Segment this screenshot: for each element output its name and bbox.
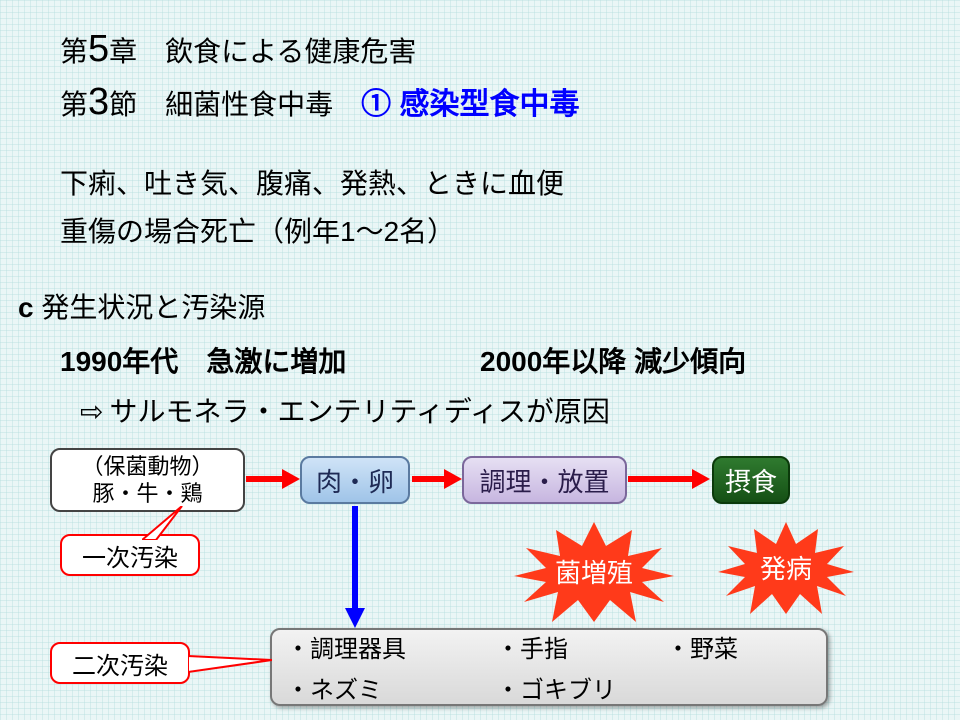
callout-tail-primary-icon — [142, 506, 202, 540]
callout-tail-secondary-icon — [188, 650, 272, 676]
node-secondary-sources: ・調理器具 ・手指 ・野菜 ・ネズミ ・ゴキブリ — [270, 628, 828, 706]
meat-egg-label: 肉・卵 — [316, 462, 394, 499]
era-2000: 2000年以降 減少傾向 — [480, 340, 746, 380]
secondary-item-2: ・野菜 — [666, 629, 786, 664]
arrow-meat-to-secondary-icon — [344, 506, 366, 628]
node-eat: 摂食 — [712, 456, 790, 504]
section-subtitle: ① 感染型食中毒 — [361, 88, 579, 121]
chapter-prefix: 第 — [60, 36, 88, 67]
animals-line-2: 豚・牛・鶏 — [92, 480, 202, 508]
secondary-item-4: ・ゴキブリ — [496, 670, 666, 705]
cause-text: サルモネラ・エンテリティディスが原因 — [109, 396, 609, 427]
section-prefix: 第 — [60, 89, 88, 120]
secondary-item-0: ・調理器具 — [286, 629, 496, 664]
label-secondary-contamination: 二次汚染 — [50, 642, 190, 684]
arrow-cook-to-eat-icon — [628, 468, 710, 490]
eat-label: 摂食 — [725, 462, 777, 499]
arrow-glyph-icon: ⇨ — [80, 395, 103, 428]
secondary-item-3: ・ネズミ — [286, 670, 496, 705]
page-title-section: 第3節 細菌性食中毒 ① 感染型食中毒 — [60, 79, 580, 124]
era-2000-year: 2000年以降 — [480, 346, 626, 377]
secondary-item-1: ・手指 — [496, 629, 666, 664]
node-meat-egg: 肉・卵 — [300, 456, 410, 504]
arrow-meat-to-cook-icon — [412, 468, 462, 490]
secondary-item-5 — [666, 670, 786, 705]
burst-onset-icon: 発病 — [718, 522, 854, 614]
symptoms-block: 下痢、吐き気、腹痛、発熱、ときに血便 重傷の場合死亡（例年1～2名） — [60, 160, 564, 255]
animals-line-1: （保菌動物） — [81, 453, 213, 481]
era-1990-desc: 急激に増加 — [206, 346, 346, 377]
primary-label: 一次汚染 — [82, 538, 178, 573]
subheading-c: c 発生状況と汚染源 — [18, 286, 265, 326]
symptoms-line-1: 下痢、吐き気、腹痛、発熱、ときに血便 — [60, 160, 564, 208]
node-animals: （保菌動物） 豚・牛・鶏 — [50, 448, 245, 512]
label-primary-contamination: 一次汚染 — [60, 534, 200, 576]
chapter-text: 章 飲食による健康危害 — [109, 36, 416, 67]
cook-leave-label: 調理・放置 — [479, 462, 609, 499]
burst-growth-text: 菌増殖 — [555, 558, 633, 588]
era-1990: 1990年代 急激に増加 — [60, 340, 346, 380]
section-number: 3 — [88, 81, 109, 123]
node-cook-leave: 調理・放置 — [462, 456, 627, 504]
era-1990-year: 1990年代 — [60, 346, 178, 377]
burst-onset-text: 発病 — [760, 554, 812, 584]
chapter-number: 5 — [88, 28, 109, 70]
arrow-animals-to-meat-icon — [246, 468, 300, 490]
subhead-marker: c — [18, 292, 41, 323]
burst-growth-icon: 菌増殖 — [514, 522, 674, 622]
era-2000-desc: 減少傾向 — [634, 346, 746, 377]
symptoms-line-2: 重傷の場合死亡（例年1～2名） — [60, 208, 564, 256]
page-title-chapter: 第5章 飲食による健康危害 — [60, 28, 580, 71]
cause-line: ⇨ サルモネラ・エンテリティディスが原因 — [80, 390, 610, 430]
secondary-label: 二次汚染 — [72, 646, 168, 681]
subhead-text: 発生状況と汚染源 — [41, 292, 265, 323]
section-text: 節 細菌性食中毒 — [109, 89, 361, 120]
